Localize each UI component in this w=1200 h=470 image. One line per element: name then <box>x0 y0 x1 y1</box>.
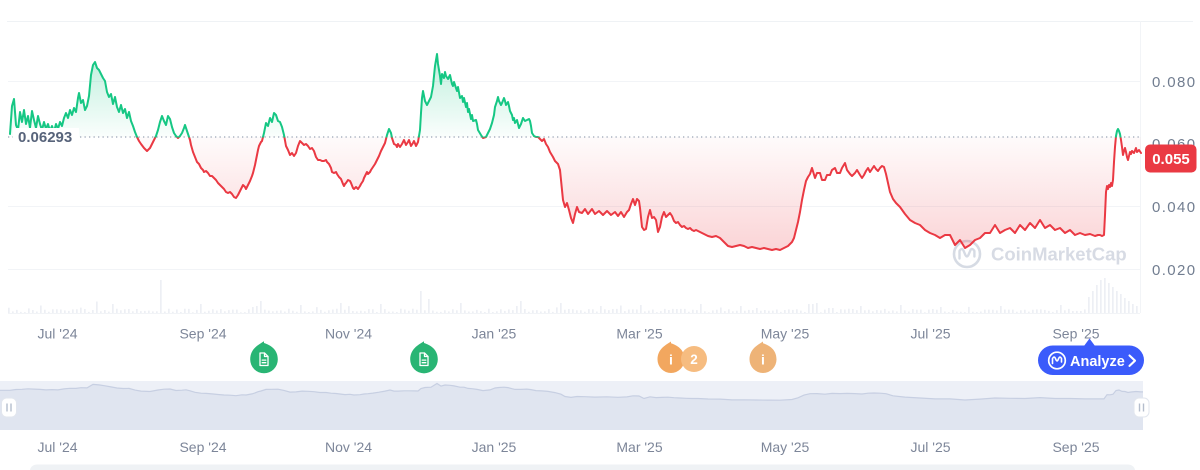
svg-text:Jan '25: Jan '25 <box>472 326 517 342</box>
svg-text:Mar '25: Mar '25 <box>616 439 662 455</box>
svg-text:Sep '24: Sep '24 <box>179 326 226 342</box>
svg-text:May '25: May '25 <box>761 439 810 455</box>
svg-text:0.020: 0.020 <box>1152 262 1197 279</box>
svg-text:Jul '24: Jul '24 <box>37 439 77 455</box>
svg-text:Mar '25: Mar '25 <box>616 326 662 342</box>
svg-text:Sep '24: Sep '24 <box>179 439 226 455</box>
svg-text:0.040: 0.040 <box>1152 199 1197 216</box>
svg-text:2: 2 <box>690 352 698 367</box>
svg-text:Nov '24: Nov '24 <box>325 326 372 342</box>
svg-text:i: i <box>761 352 765 368</box>
svg-text:CoinMarketCap: CoinMarketCap <box>991 244 1127 265</box>
svg-text:Jul '24: Jul '24 <box>37 326 77 342</box>
svg-text:Nov '24: Nov '24 <box>325 439 372 455</box>
svg-text:May '25: May '25 <box>761 326 810 342</box>
svg-text:i: i <box>669 352 673 368</box>
svg-text:0.06293: 0.06293 <box>18 129 72 146</box>
svg-text:0.055: 0.055 <box>1152 151 1190 168</box>
svg-text:Sep '25: Sep '25 <box>1052 439 1099 455</box>
svg-text:Analyze: Analyze <box>1070 354 1125 370</box>
svg-text:Jul '25: Jul '25 <box>910 326 950 342</box>
svg-text:Jan '25: Jan '25 <box>472 439 517 455</box>
svg-text:Sep '25: Sep '25 <box>1052 326 1099 342</box>
svg-text:0.080: 0.080 <box>1152 74 1197 91</box>
svg-text:Jul '25: Jul '25 <box>910 439 950 455</box>
